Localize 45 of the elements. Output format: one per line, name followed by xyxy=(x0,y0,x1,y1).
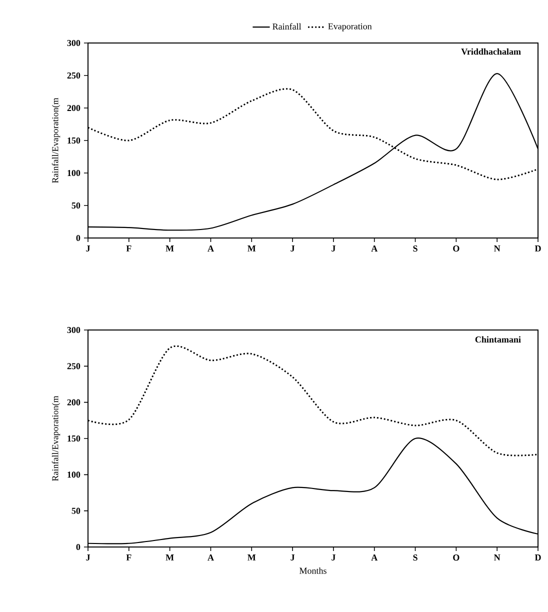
x-tick-label: J xyxy=(86,554,90,561)
y-tick-label: 150 xyxy=(68,137,80,144)
x-tick-label: M xyxy=(166,246,174,252)
x-tick-label: M xyxy=(248,554,256,560)
x-tick-label: F xyxy=(126,554,132,560)
y-tick-label: 100 xyxy=(68,170,80,176)
x-tick-label: D xyxy=(534,246,541,252)
legend-label: Rainfall xyxy=(272,23,302,30)
y-tick-label: 100 xyxy=(68,472,80,478)
x-tick-label: O xyxy=(453,554,460,561)
y-axis-title: Rainfall/Evaporation(m xyxy=(52,396,60,481)
x-tick-label: F xyxy=(126,246,132,252)
y-tick-label: 0 xyxy=(76,544,80,550)
x-tick-label: J xyxy=(332,554,336,561)
x-tick-label: O xyxy=(453,246,460,252)
x-tick-label: S xyxy=(413,246,418,252)
x-tick-label: D xyxy=(534,554,541,560)
x-tick-label: J xyxy=(290,246,295,252)
x-tick-label: A xyxy=(371,246,378,252)
x-tick-label: A xyxy=(371,554,378,560)
chart-title: Vriddhachalam xyxy=(461,48,521,55)
x-tick-label: M xyxy=(166,554,174,560)
x-tick-label: M xyxy=(248,246,256,252)
y-tick-label: 200 xyxy=(67,399,80,406)
x-tick-label: J xyxy=(86,246,90,252)
x-axis-title: Months xyxy=(300,567,326,574)
y-tick-label: 200 xyxy=(67,104,80,112)
legend-label: Evaporation xyxy=(328,23,372,32)
x-tick-label: A xyxy=(208,554,214,560)
x-tick-label: N xyxy=(494,246,500,252)
y-axis-title: Rainfall/Evaporation(m xyxy=(52,98,60,183)
y-tick-label: 50 xyxy=(72,202,80,209)
x-tick-label: A xyxy=(208,246,214,252)
y-tick-label: 250 xyxy=(67,72,80,79)
y-tick-label: 250 xyxy=(67,363,80,370)
y-tick-label: 300 xyxy=(67,40,80,46)
text: Chintamani xyxy=(475,336,521,343)
y-tick-label: 150 xyxy=(68,435,80,442)
x-tick-label: N xyxy=(494,554,500,560)
y-tick-label: 50 xyxy=(72,508,80,514)
x-tick-label: J xyxy=(332,246,336,252)
x-tick-label: J xyxy=(290,554,295,561)
x-tick-label: S xyxy=(413,554,418,561)
y-tick-label: 300 xyxy=(67,326,80,334)
y-tick-label: 0 xyxy=(76,234,80,242)
